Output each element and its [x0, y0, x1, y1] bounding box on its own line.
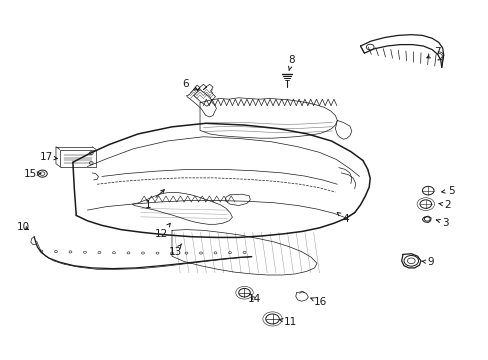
Text: 8: 8 — [288, 55, 295, 71]
Text: 15: 15 — [24, 168, 41, 179]
Bar — [60, 149, 96, 167]
Text: 9: 9 — [421, 257, 433, 267]
Text: 14: 14 — [247, 294, 260, 304]
Text: 2: 2 — [438, 200, 450, 210]
Text: 4: 4 — [337, 212, 348, 224]
Text: 10: 10 — [17, 222, 30, 232]
Text: 7: 7 — [426, 48, 440, 58]
Text: 16: 16 — [310, 297, 327, 307]
Text: 11: 11 — [279, 317, 296, 327]
Text: 1: 1 — [144, 190, 164, 210]
Text: 5: 5 — [441, 186, 454, 195]
Text: 13: 13 — [169, 244, 182, 257]
Text: 12: 12 — [154, 223, 170, 239]
Text: 6: 6 — [182, 79, 197, 90]
Text: 17: 17 — [40, 152, 57, 162]
Text: 3: 3 — [435, 217, 447, 228]
